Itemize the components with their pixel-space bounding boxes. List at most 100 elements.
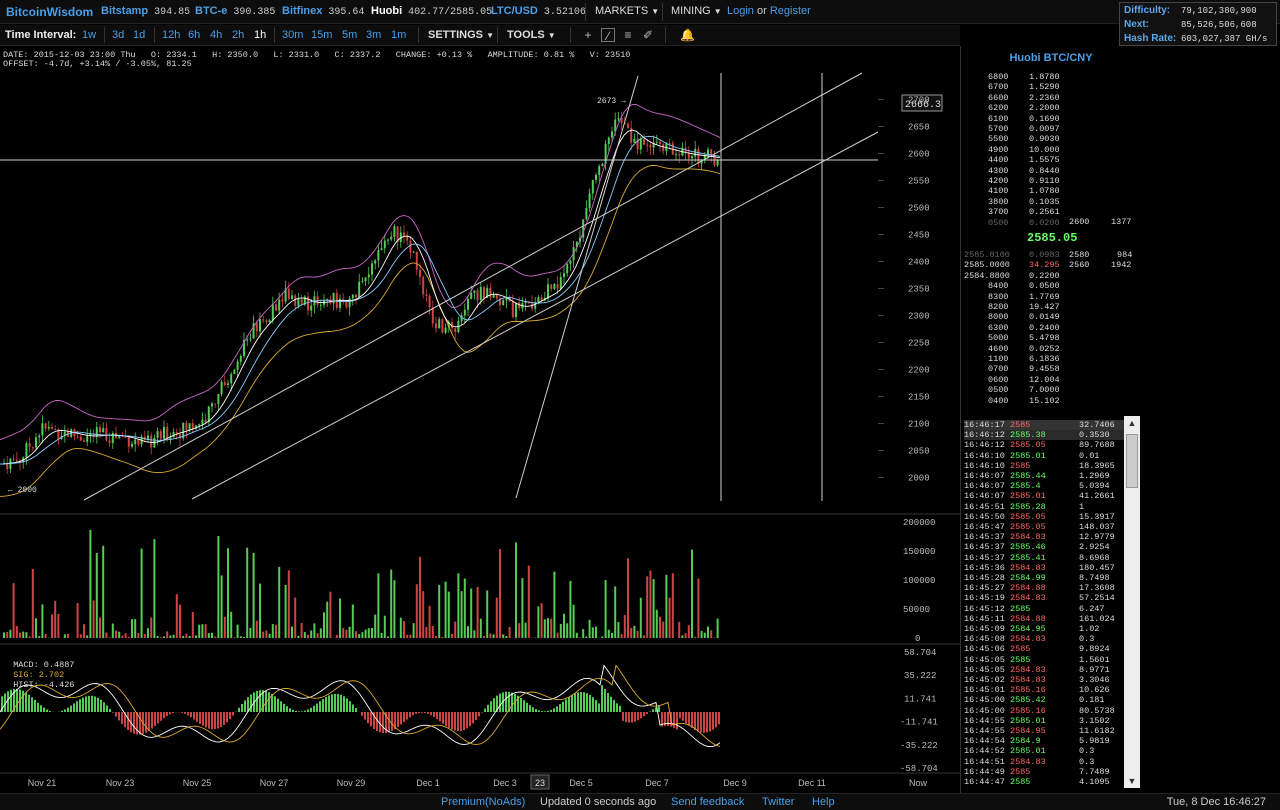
volume-tick-label: 150000 bbox=[903, 547, 935, 557]
help-link[interactable]: Help bbox=[812, 796, 835, 808]
macd-histogram-bar bbox=[103, 702, 105, 712]
macd-histogram-bar bbox=[121, 712, 123, 725]
macd-histogram-bar bbox=[154, 712, 156, 727]
macd-histogram-bar bbox=[652, 709, 654, 712]
volume-bar bbox=[556, 632, 559, 638]
candle bbox=[668, 143, 671, 145]
settings-menu[interactable]: SETTINGS ▼ bbox=[428, 29, 494, 41]
candle bbox=[124, 436, 127, 438]
candle bbox=[636, 138, 639, 150]
macd-histogram-bar bbox=[73, 703, 75, 712]
volume-bar bbox=[169, 635, 172, 638]
candle bbox=[649, 144, 652, 148]
candle bbox=[646, 144, 649, 146]
twitter-link[interactable]: Twitter bbox=[762, 796, 795, 808]
candle bbox=[438, 319, 441, 329]
interval-2h[interactable]: 2h bbox=[232, 29, 245, 41]
hline-tool-icon[interactable]: ≡ bbox=[624, 28, 632, 42]
ask-row: 4300 0.8440 bbox=[988, 165, 1060, 176]
volume-bar bbox=[588, 619, 591, 638]
volume-bar bbox=[121, 635, 124, 638]
markets-menu[interactable]: MARKETS ▼ bbox=[595, 5, 660, 17]
feedback-link[interactable]: Send feedback bbox=[671, 796, 745, 808]
ask-row: 5700 0.0097 bbox=[988, 124, 1060, 134]
register-link[interactable]: Register bbox=[769, 5, 811, 17]
macd-histogram-bar bbox=[517, 695, 519, 712]
volume-bar bbox=[300, 622, 303, 638]
interval-15m[interactable]: 15m bbox=[311, 29, 333, 41]
orderbook-title[interactable]: Huobi BTC/CNY bbox=[1009, 52, 1093, 64]
difficulty-label: Difficulty: bbox=[1124, 5, 1171, 16]
candle bbox=[591, 179, 594, 194]
scroll-thumb[interactable] bbox=[1126, 434, 1138, 488]
macd-label: MACD: 0.4887 bbox=[13, 660, 75, 670]
interval-1w[interactable]: 1w bbox=[82, 29, 97, 41]
volume-bar bbox=[9, 629, 12, 638]
login-link[interactable]: Login bbox=[727, 5, 754, 17]
interval-4h[interactable]: 4h bbox=[210, 29, 223, 41]
volume-bar bbox=[681, 635, 684, 638]
interval-1h[interactable]: 1h bbox=[254, 29, 267, 41]
macd-histogram-bar bbox=[391, 712, 393, 731]
macd-histogram-bar bbox=[538, 710, 540, 712]
scroll-up-icon[interactable]: ▲ bbox=[1127, 418, 1137, 428]
brand-logo[interactable]: BitcoinWisdom bbox=[6, 5, 94, 19]
crosshair-icon[interactable]: + bbox=[584, 28, 592, 42]
volume-bar bbox=[105, 632, 108, 638]
macd-histogram-bar bbox=[475, 712, 477, 721]
candle bbox=[659, 141, 661, 145]
macd-histogram-bar bbox=[433, 712, 435, 717]
interval-12h[interactable]: 12h bbox=[162, 29, 181, 41]
market-bitfinex[interactable]: Bitfinex 395.64 bbox=[282, 5, 365, 18]
macd-histogram-bar bbox=[325, 697, 327, 712]
volume-bar bbox=[22, 631, 25, 638]
interval-30m[interactable]: 30m bbox=[282, 29, 304, 41]
volume-bar bbox=[463, 578, 466, 638]
price-tick-label: 2700 bbox=[908, 96, 930, 106]
candle bbox=[399, 232, 402, 243]
volume-bar bbox=[191, 612, 194, 638]
interval-5m[interactable]: 5m bbox=[342, 29, 358, 41]
volume-bar bbox=[403, 621, 405, 638]
interval-3m[interactable]: 3m bbox=[366, 29, 382, 41]
mining-menu[interactable]: MINING ▼ bbox=[671, 5, 722, 17]
volume-bar bbox=[428, 605, 431, 638]
candle bbox=[223, 381, 226, 385]
premium-link[interactable]: Premium(NoAds) bbox=[441, 796, 526, 808]
ask-row: 6800 1.8780 bbox=[988, 72, 1060, 82]
candle bbox=[307, 296, 309, 311]
macd-histogram-bar bbox=[100, 699, 102, 712]
market-bitstamp[interactable]: Bitstamp 394.85 bbox=[101, 5, 191, 18]
candle bbox=[697, 148, 700, 164]
price-chart[interactable]: 2666.3 2673 → ← 2000 2700 2650 2600 2550 2500 2… bbox=[0, 46, 960, 793]
macd-histogram-bar bbox=[556, 706, 558, 712]
volume-bar bbox=[307, 634, 309, 638]
interval-3d[interactable]: 3d bbox=[112, 29, 125, 41]
interval-1d[interactable]: 1d bbox=[133, 29, 146, 41]
candle bbox=[435, 323, 437, 329]
interval-6h[interactable]: 6h bbox=[188, 29, 201, 41]
date-tick-label: Dec 11 bbox=[798, 778, 826, 788]
macd-histogram-bar bbox=[577, 692, 579, 712]
line-tool-icon[interactable]: ⁄ bbox=[601, 28, 615, 43]
interval-1m[interactable]: 1m bbox=[391, 29, 407, 41]
scroll-down-icon[interactable]: ▼ bbox=[1127, 776, 1137, 786]
bell-icon[interactable]: 🔔 bbox=[680, 28, 695, 42]
macd-histogram-bar bbox=[406, 712, 408, 720]
market-ltcusd[interactable]: LTC/USD 3.52106 bbox=[491, 5, 586, 18]
bid-row: 8400 0.0500 bbox=[988, 281, 1060, 292]
volume-bar bbox=[582, 629, 585, 638]
market-huobi[interactable]: Huobi 402.77/2585.05 bbox=[371, 5, 493, 18]
volume-bar bbox=[678, 621, 681, 638]
macd-histogram-bar bbox=[592, 697, 594, 712]
volume-bar bbox=[537, 606, 540, 638]
fib-tool-icon[interactable]: ✐ bbox=[642, 28, 654, 42]
macd-histogram-bar bbox=[304, 710, 306, 712]
volume-bar bbox=[623, 614, 626, 638]
volume-bar bbox=[153, 539, 156, 638]
trades-scrollbar[interactable]: ▲ ▼ bbox=[1124, 416, 1140, 788]
tools-menu[interactable]: TOOLS ▼ bbox=[507, 29, 556, 41]
volume-bar bbox=[473, 630, 476, 638]
current-price-box bbox=[901, 94, 943, 112]
market-btce[interactable]: BTC-e 390.385 bbox=[195, 5, 276, 18]
